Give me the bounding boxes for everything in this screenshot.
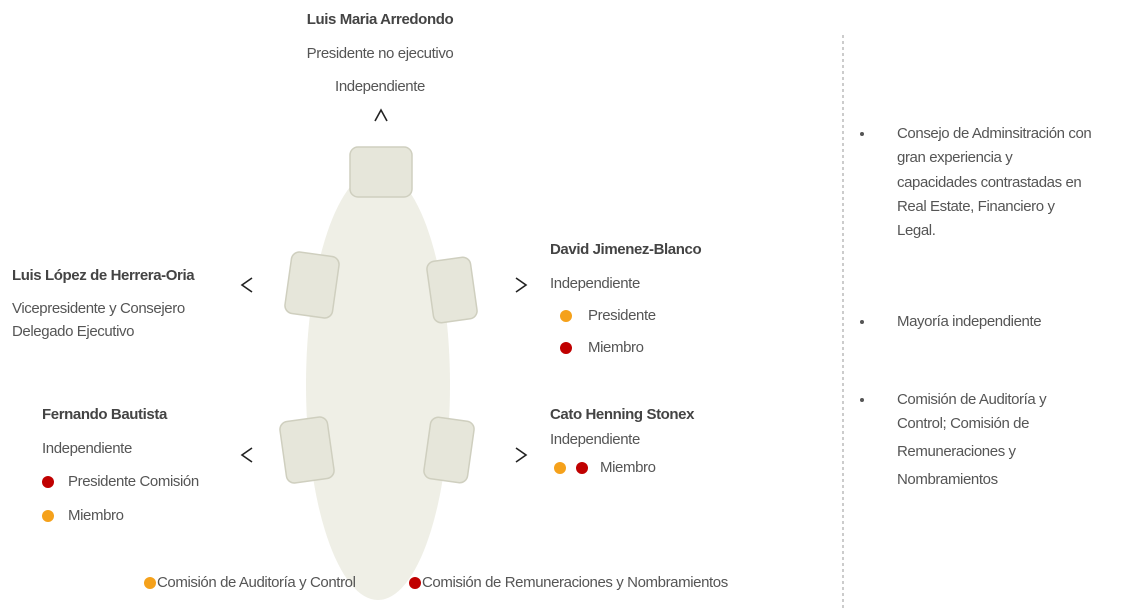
chairs (279, 146, 478, 484)
committee-dot (42, 510, 54, 522)
highlight-line: Nombramientos (897, 471, 998, 488)
highlight-line: Mayoría independiente (897, 313, 1042, 330)
member-role: Independiente (335, 78, 425, 95)
member-name: Luis López de Herrera-Oria (12, 267, 195, 284)
member-name: Luis Maria Arredondo (306, 11, 454, 28)
member-role: Independiente (550, 431, 640, 448)
committee-dot (144, 577, 156, 589)
highlight-line: Control; Comisión de (897, 415, 1030, 432)
bullet (860, 132, 864, 136)
chair (426, 256, 478, 324)
committee-dot (576, 462, 588, 474)
member-name: Fernando Bautista (42, 406, 167, 423)
chair (349, 146, 413, 198)
table (306, 170, 450, 600)
legend-label: Comisión de Auditoría y Control (157, 574, 356, 591)
highlight-line: gran experiencia y (897, 149, 1013, 166)
arrow (515, 447, 528, 463)
member-role: Independiente (550, 275, 640, 292)
committee-label: Presidente (588, 307, 656, 324)
highlight-line: Real Estate, Financiero y (897, 198, 1055, 215)
highlight-line: Comisión de Auditoría y (897, 391, 1047, 408)
committee-dot (560, 310, 572, 322)
committee-label: Miembro (600, 459, 656, 476)
legend-label: Comisión de Remuneraciones y Nombramient… (422, 574, 728, 591)
highlight-line: Remuneraciones y (897, 443, 1016, 460)
committee-dot (554, 462, 566, 474)
member-role: Delegado Ejecutivo (12, 323, 135, 340)
member-name: David Jimenez-Blanco (550, 241, 702, 258)
arrow (515, 277, 528, 293)
committee-dot (409, 577, 421, 589)
highlight-line: Legal. (897, 222, 936, 239)
chair (423, 416, 475, 484)
member-role: Vicepresidente y Consejero (12, 300, 185, 317)
committee-label: Miembro (588, 339, 644, 356)
highlight-line: capacidades contrastadas en (897, 174, 1082, 191)
arrows (240, 108, 528, 463)
committee-dot (560, 342, 572, 354)
bullet (860, 320, 864, 324)
member-role: Presidente no ejecutivo (306, 45, 454, 62)
arrow (240, 277, 253, 293)
committee-label: Miembro (68, 507, 124, 524)
arrow (374, 108, 388, 122)
chair (284, 251, 340, 319)
committee-dot (42, 476, 54, 488)
member-name: Cato Henning Stonex (550, 406, 695, 423)
chair (279, 416, 335, 484)
member-role: Independiente (42, 440, 132, 457)
committee-label: Presidente Comisión (68, 473, 199, 490)
arrow (240, 447, 253, 463)
bullet (860, 398, 864, 402)
highlight-line: Consejo de Adminsitración con (897, 125, 1092, 142)
